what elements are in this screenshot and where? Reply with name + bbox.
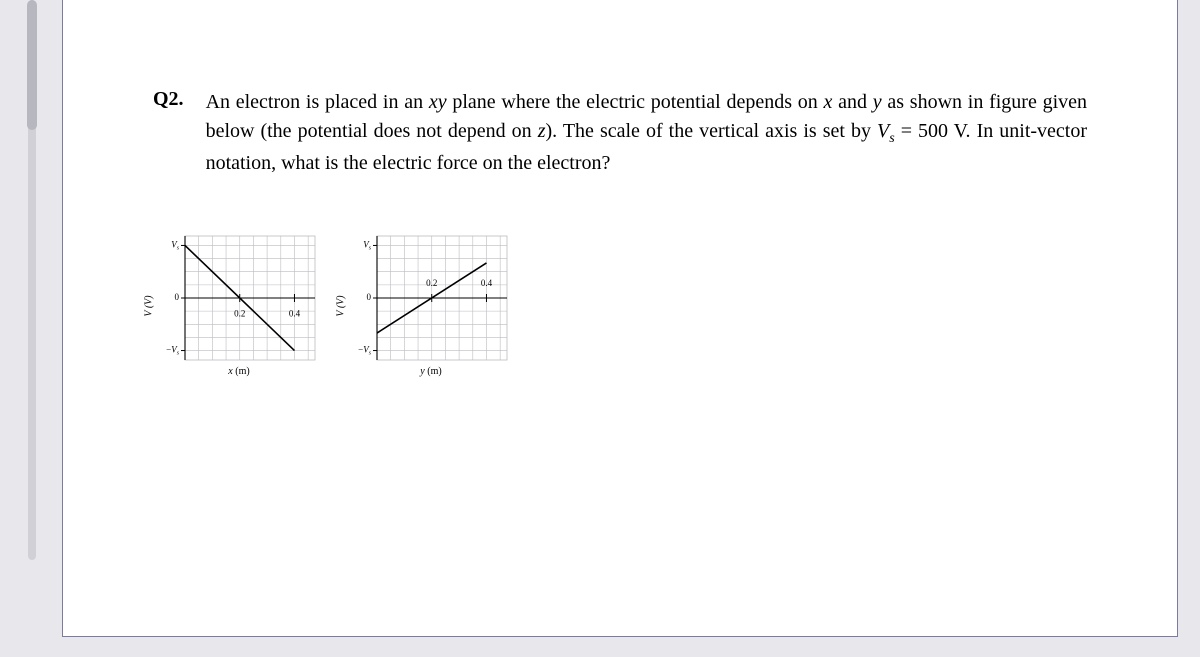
- var-y: y: [873, 91, 882, 113]
- y-axis-label: V (V): [144, 295, 155, 316]
- text-segment: and: [832, 91, 872, 113]
- svg-text:−Vs: −Vs: [358, 345, 372, 357]
- var-V: V: [877, 120, 889, 142]
- svg-text:0.4: 0.4: [481, 278, 493, 288]
- question-text: An electron is placed in an xy plane whe…: [206, 88, 1087, 178]
- document-page: Q2. An electron is placed in an xy plane…: [62, 0, 1178, 637]
- chart1-svg: 0.2 0.4 −Vs 0 Vs: [161, 234, 317, 362]
- svg-text:0: 0: [175, 292, 180, 302]
- chart-v-vs-x: V (V) 0.20.4−Vs0Vs x (m): [161, 234, 317, 377]
- svg-text:0: 0: [367, 292, 372, 302]
- svg-text:0.4: 0.4: [289, 309, 301, 319]
- svg-text:0.2: 0.2: [426, 278, 437, 288]
- figures-row: V (V) 0.20.4−Vs0Vs x (m) V (V) 0.20.4−Vs…: [161, 234, 1087, 377]
- x-axis-label: y (m): [353, 366, 509, 377]
- question-block: Q2. An electron is placed in an xy plane…: [153, 88, 1087, 178]
- y-axis-label: V (V): [336, 295, 347, 316]
- chart-v-vs-y: V (V) 0.20.4−Vs0Vs y (m): [353, 234, 509, 377]
- question-number: Q2.: [153, 88, 184, 178]
- scroll-thumb[interactable]: [27, 0, 37, 130]
- svg-text:Vs: Vs: [171, 240, 180, 252]
- text-segment: plane where the electric potential depen…: [447, 91, 824, 113]
- text-segment: An electron is placed in an: [206, 91, 429, 113]
- text-segment: ). The scale of the vertical axis is set…: [546, 120, 878, 142]
- svg-text:Vs: Vs: [363, 240, 372, 252]
- var-xy: xy: [429, 91, 447, 113]
- chart2-svg: 0.2 0.4 −Vs 0 Vs: [353, 234, 509, 362]
- x-axis-label: x (m): [161, 366, 317, 377]
- var-z: z: [538, 120, 546, 142]
- svg-text:−Vs: −Vs: [166, 345, 180, 357]
- svg-text:0.2: 0.2: [234, 309, 245, 319]
